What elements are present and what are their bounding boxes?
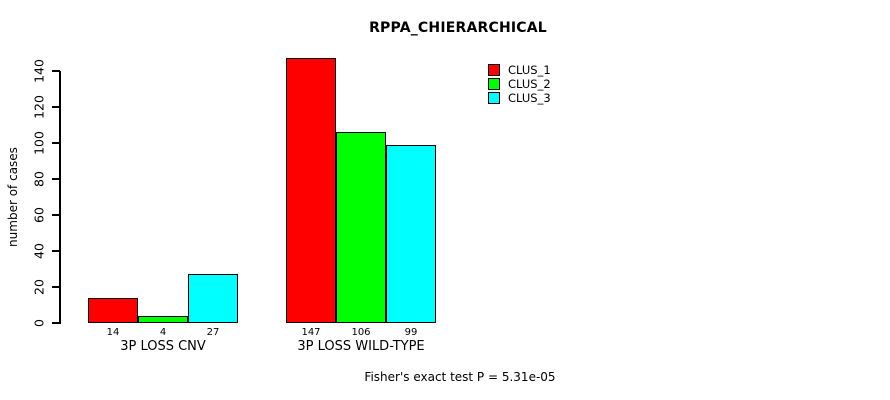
legend-swatch-clus_3 xyxy=(488,92,500,104)
bar-clus_3 xyxy=(188,274,238,323)
y-axis-tick xyxy=(52,142,60,144)
legend-swatch-clus_1 xyxy=(488,64,500,76)
legend-item: CLUS_3 xyxy=(488,91,551,105)
legend-label: CLUS_2 xyxy=(508,77,551,91)
y-axis-tick xyxy=(52,286,60,288)
bar-clus_2 xyxy=(138,315,188,323)
y-axis-tick-label: 0 xyxy=(31,319,47,327)
y-axis-tick-label: 100 xyxy=(31,131,47,155)
bar-value-label: 14 xyxy=(106,327,120,338)
bar-value-label: 27 xyxy=(206,327,220,338)
annotation-text: Fisher's exact test P = 5.31e-05 xyxy=(364,370,556,384)
y-axis-label: number of cases xyxy=(6,147,20,247)
y-axis-tick xyxy=(52,70,60,72)
bar-clus_1 xyxy=(286,58,336,323)
legend-label: CLUS_1 xyxy=(508,63,551,77)
y-axis-tick xyxy=(52,178,60,180)
y-axis-tick xyxy=(52,106,60,108)
y-axis-tick-label: 40 xyxy=(31,243,47,259)
y-axis-line xyxy=(59,70,61,324)
legend-swatch-clus_2 xyxy=(488,78,500,90)
bar-value-label: 106 xyxy=(351,327,371,338)
bar-value-label: 147 xyxy=(301,327,321,338)
y-axis-tick-label: 120 xyxy=(31,95,47,119)
y-axis-tick-label: 140 xyxy=(31,59,47,83)
y-axis-tick xyxy=(52,250,60,252)
chart-title: RPPA_CHIERARCHICAL xyxy=(369,20,547,36)
legend: CLUS_1 CLUS_2 CLUS_3 xyxy=(488,63,551,105)
y-axis-tick-label: 80 xyxy=(31,171,47,187)
y-axis-tick-label: 20 xyxy=(31,279,47,295)
bar-clus_1 xyxy=(88,297,138,323)
category-label: 3P LOSS WILD-TYPE xyxy=(297,339,425,354)
bar-value-label: 4 xyxy=(159,327,167,338)
bar-clus_2 xyxy=(336,132,386,323)
y-axis-tick-label: 60 xyxy=(31,207,47,223)
category-label: 3P LOSS CNV xyxy=(120,339,206,354)
legend-item: CLUS_2 xyxy=(488,77,551,91)
legend-item: CLUS_1 xyxy=(488,63,551,77)
y-axis-tick xyxy=(52,214,60,216)
y-axis-tick xyxy=(52,322,60,324)
bar-clus_3 xyxy=(386,144,436,323)
legend-label: CLUS_3 xyxy=(508,91,551,105)
bar-value-label: 99 xyxy=(404,327,418,338)
